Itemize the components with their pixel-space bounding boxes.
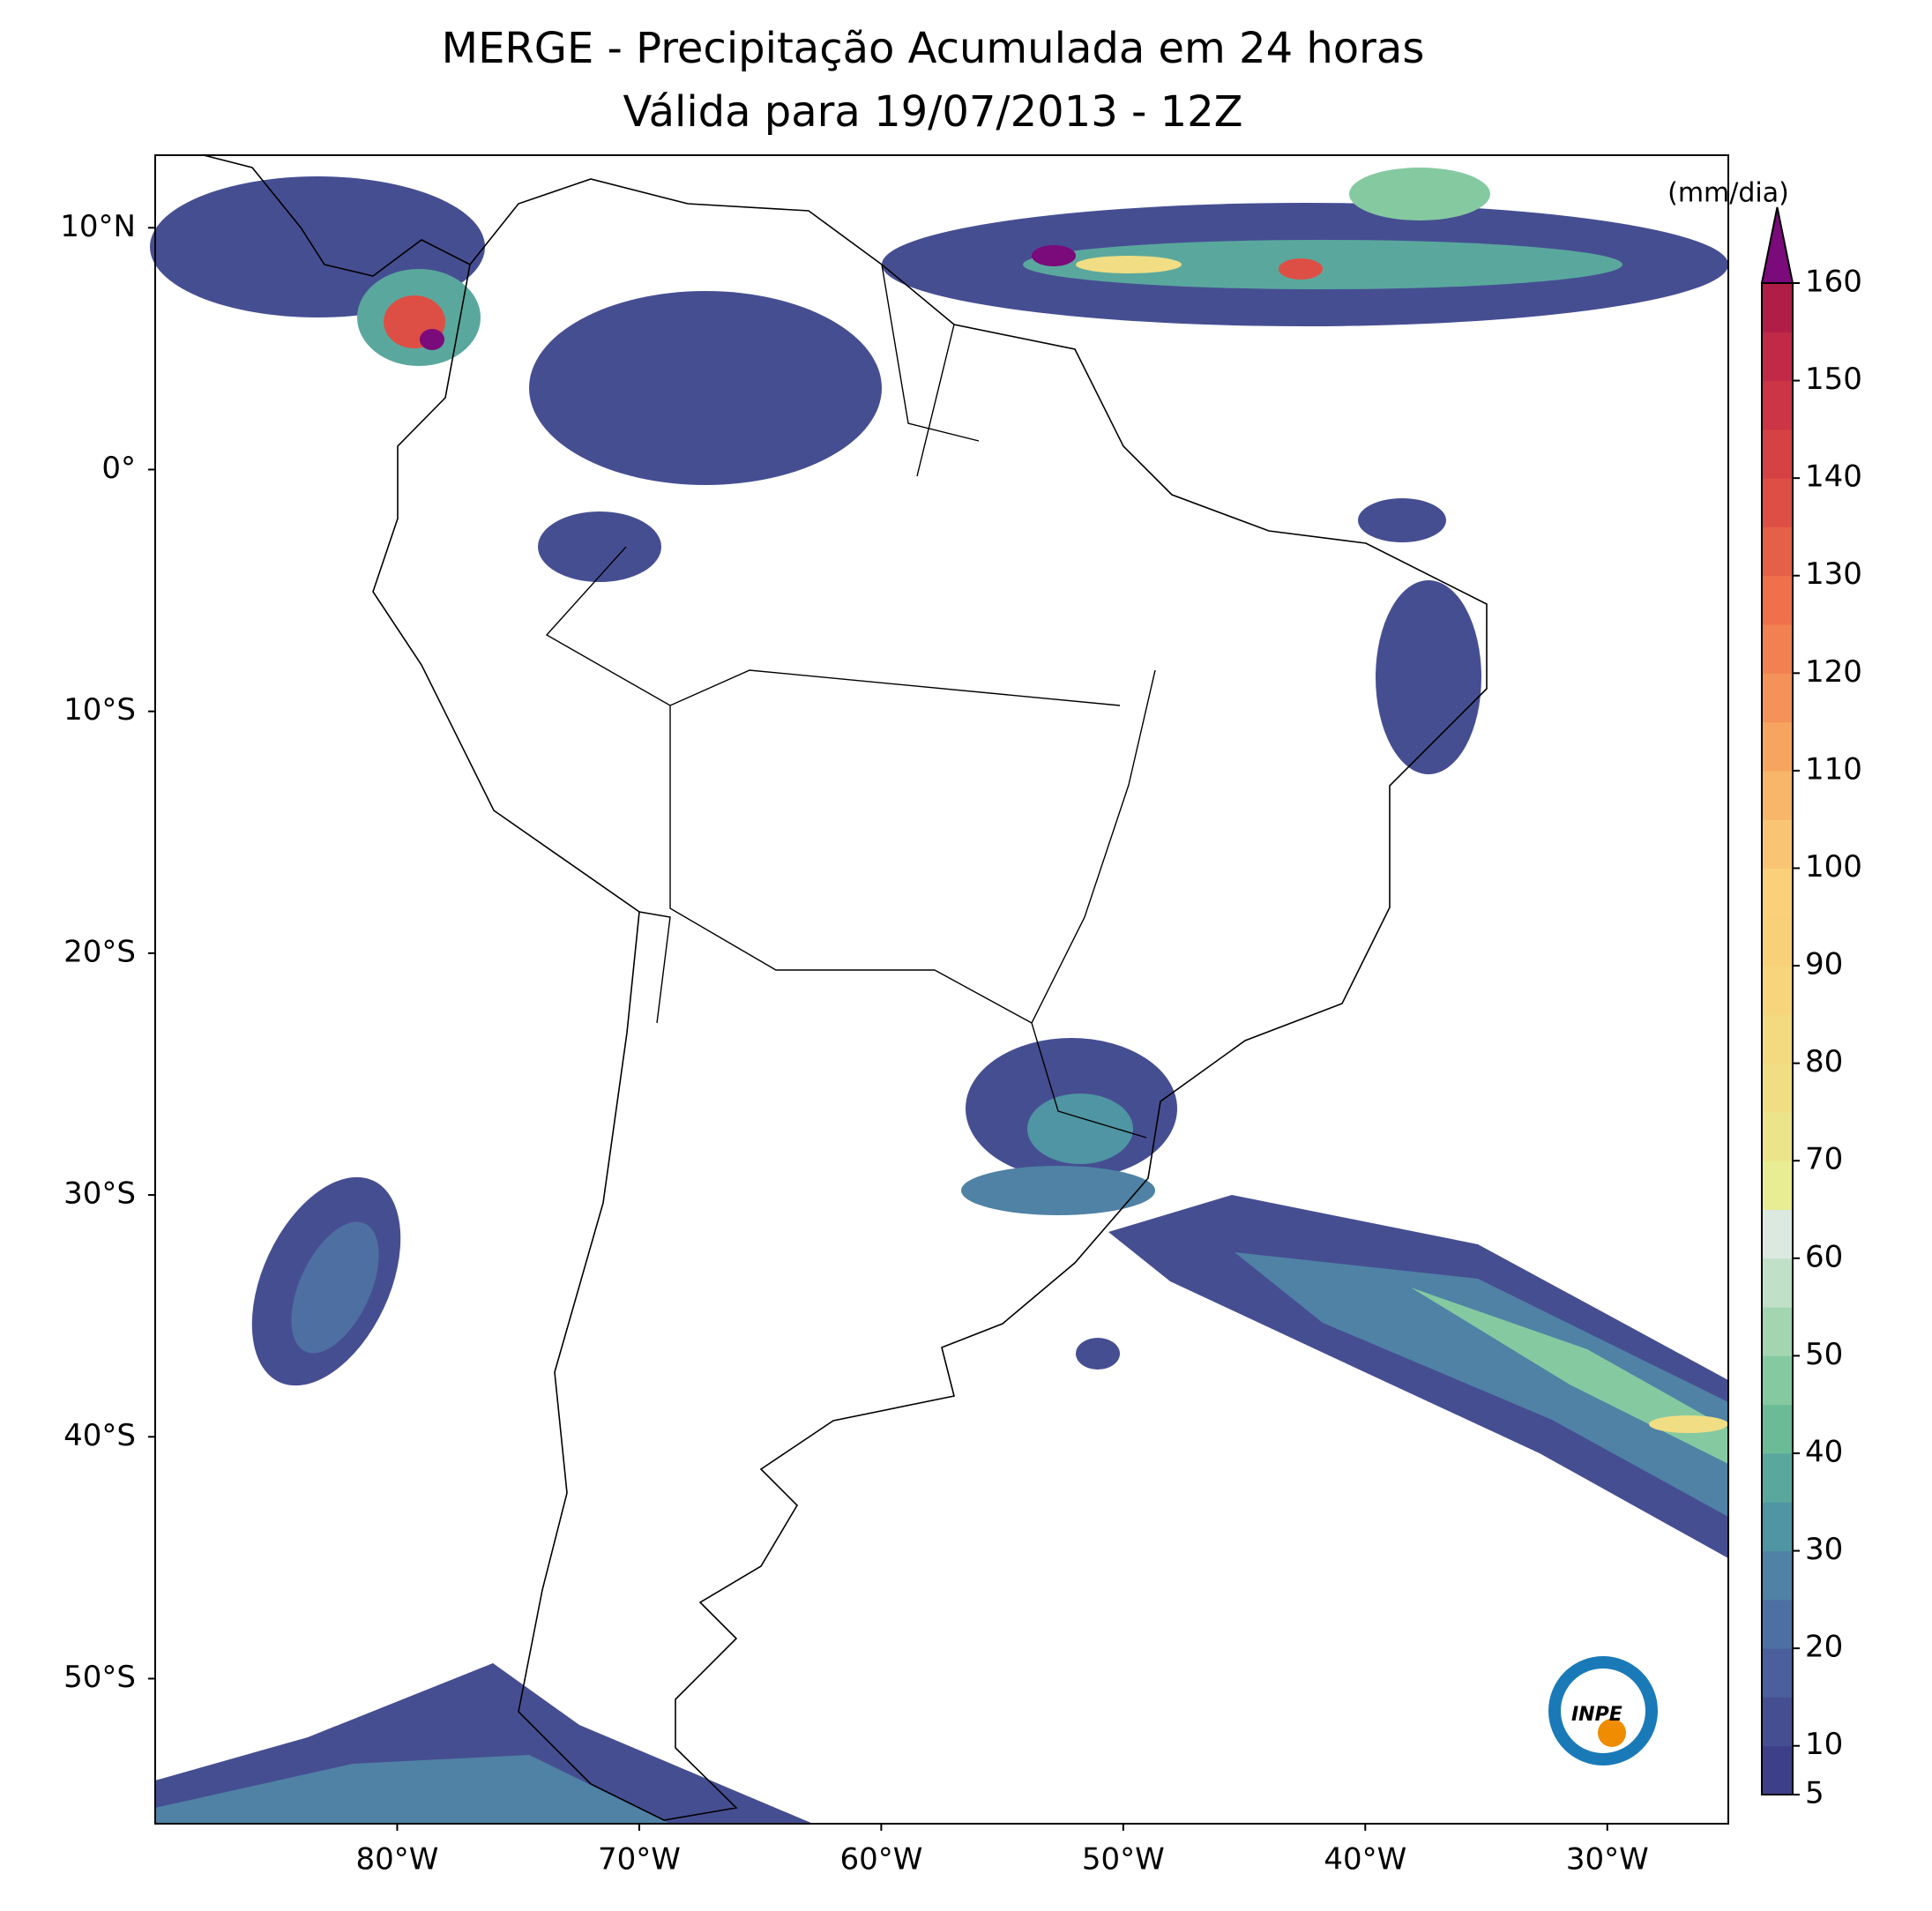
- coastline: [372, 178, 1488, 1821]
- x-tick-label: 40°W: [1324, 1842, 1406, 1877]
- coastline: [203, 154, 471, 277]
- colorbar-band: [1762, 526, 1793, 577]
- colorbar-extend: [1760, 206, 1794, 284]
- x-tick-label: 60°W: [839, 1842, 922, 1877]
- rain-area: [291, 1221, 379, 1354]
- colorbar-band: [1762, 1550, 1793, 1601]
- border: [545, 264, 1156, 1138]
- rain-area: [420, 329, 444, 350]
- y-tick-label: 10°N: [60, 209, 136, 244]
- rain-area: [1108, 1195, 1728, 1558]
- rain-area: [1076, 1338, 1120, 1370]
- rain-area: [1349, 168, 1490, 220]
- colorbar-tick-label: 130: [1805, 556, 1862, 592]
- colorbar-tick-label: 100: [1805, 849, 1862, 885]
- colorbar-tick-label: 150: [1805, 362, 1862, 397]
- y-tick-label: 30°S: [63, 1176, 136, 1212]
- y-tick-label: 50°S: [63, 1660, 136, 1695]
- colorbar-band: [1762, 478, 1793, 527]
- colorbar-tick-label: 110: [1805, 751, 1862, 787]
- y-tick-label: 0°: [101, 451, 136, 486]
- y-tick-label: 40°S: [63, 1418, 136, 1453]
- colorbar-band: [1762, 673, 1793, 723]
- colorbar-tick-label: 20: [1805, 1630, 1843, 1665]
- rain-area: [1279, 258, 1323, 280]
- colorbar-band: [1762, 1063, 1793, 1113]
- y-tick-label: 20°S: [63, 934, 136, 969]
- colorbar-tick-label: 30: [1805, 1532, 1843, 1567]
- colorbar-frame: [1761, 282, 1794, 1795]
- colorbar-band: [1762, 1404, 1793, 1454]
- colorbar-band: [1762, 1014, 1793, 1064]
- rain-area: [155, 1755, 670, 1824]
- colorbar-band: [1762, 332, 1793, 382]
- colorbar-band: [1762, 966, 1793, 1015]
- map-frame: [154, 154, 1729, 1825]
- rain-area: [1027, 1094, 1133, 1164]
- rain-area: [538, 511, 661, 582]
- x-tick-label: 50°W: [1082, 1842, 1165, 1877]
- logo-dot: [1598, 1719, 1626, 1747]
- rain-area: [529, 291, 882, 485]
- rain-area: [1411, 1288, 1728, 1464]
- x-tick-label: 70°W: [598, 1842, 681, 1877]
- colorbar-band: [1762, 283, 1793, 332]
- colorbar-band: [1762, 1648, 1793, 1698]
- rain-area: [1235, 1252, 1728, 1517]
- colorbar-tick-label: 60: [1805, 1239, 1843, 1274]
- x-tick-label: 80°W: [356, 1842, 439, 1877]
- colorbar-band: [1762, 1599, 1793, 1649]
- rain-area: [1076, 256, 1182, 273]
- colorbar-band: [1762, 721, 1793, 772]
- colorbar-label: (mm/dia): [1667, 178, 1789, 209]
- colorbar-tick-label: 90: [1805, 947, 1843, 982]
- logo-ring: [1548, 1656, 1658, 1765]
- rain-area: [1358, 498, 1446, 542]
- colorbar-band: [1762, 1209, 1793, 1259]
- title: MERGE - Precipitação Acumulada em 24 hor…: [442, 24, 1425, 73]
- colorbar-band: [1762, 819, 1793, 869]
- rain-area: [961, 1166, 1155, 1215]
- subtitle: Válida para 19/07/2013 - 12Z: [623, 87, 1242, 137]
- colorbar-tick-label: 80: [1805, 1044, 1843, 1079]
- colorbar-band: [1762, 1111, 1793, 1161]
- colorbar-band: [1762, 1452, 1793, 1503]
- colorbar-tick-label: 50: [1805, 1337, 1843, 1372]
- colorbar-band: [1762, 1502, 1793, 1552]
- rain-area: [1376, 580, 1481, 774]
- rain-area: [1023, 240, 1622, 289]
- colorbar-tick-label: 160: [1805, 265, 1862, 300]
- logo-text: INPE: [1571, 1704, 1622, 1726]
- colorbar-tick-label: 120: [1805, 654, 1862, 690]
- colorbar-band: [1762, 868, 1793, 918]
- colorbar-band: [1762, 1355, 1793, 1406]
- colorbar-band: [1762, 1161, 1793, 1211]
- colorbar-band: [1762, 575, 1793, 625]
- colorbar-band: [1762, 1307, 1793, 1356]
- colorbar-tick-label: 10: [1805, 1727, 1843, 1762]
- rain-area: [1649, 1415, 1728, 1433]
- colorbar-tick-label: 70: [1805, 1142, 1843, 1177]
- colorbar-band: [1762, 624, 1793, 674]
- colorbar-tick-label: 140: [1805, 459, 1862, 495]
- precipitation: [150, 168, 1728, 1824]
- colorbar-band: [1762, 1697, 1793, 1747]
- colorbar-band: [1762, 916, 1793, 967]
- colorbar-band: [1762, 380, 1793, 430]
- colorbar-band: [1762, 1258, 1793, 1308]
- logo: INPE: [1548, 1656, 1658, 1765]
- colorbar-band: [1762, 429, 1793, 479]
- colorbar-band: [1762, 1745, 1793, 1795]
- y-tick-label: 10°S: [63, 692, 136, 728]
- x-tick-label: 30°W: [1566, 1842, 1649, 1877]
- colorbar-band: [1762, 770, 1793, 820]
- colorbar-tick-label: 40: [1805, 1434, 1843, 1469]
- rain-area: [1032, 245, 1076, 266]
- colorbar-tick-label: 5: [1805, 1776, 1824, 1811]
